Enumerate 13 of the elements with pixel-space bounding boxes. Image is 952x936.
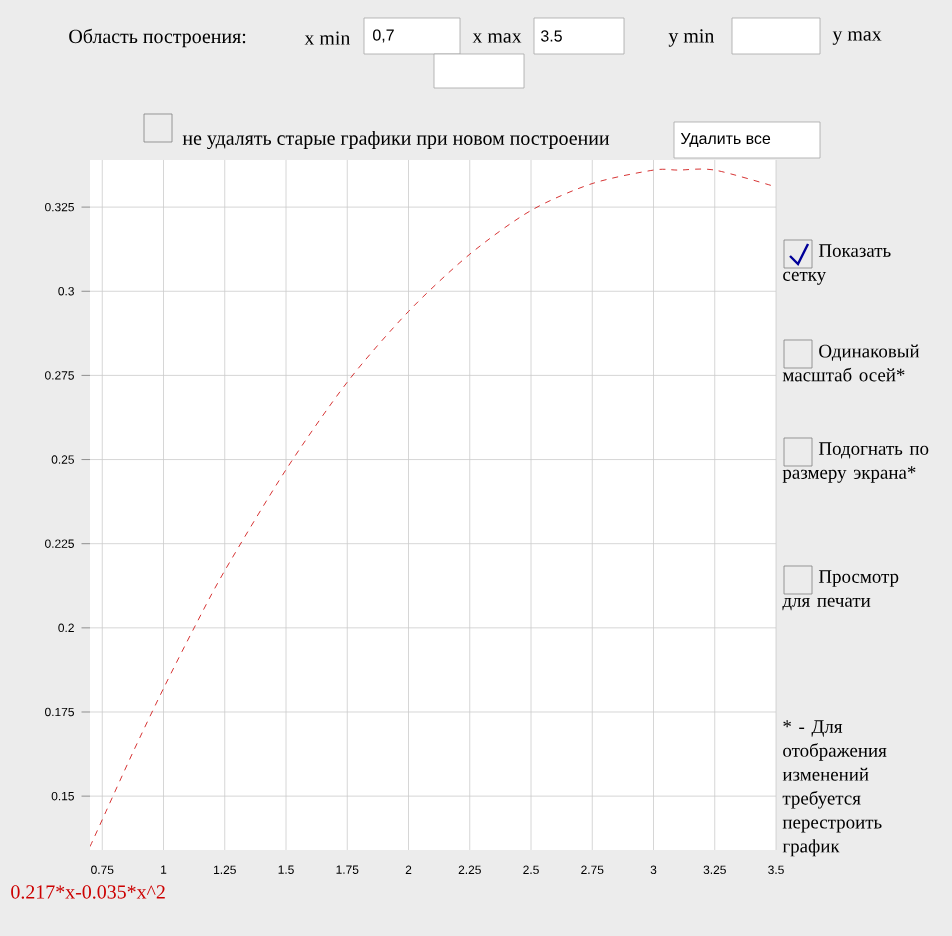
text: Подогнать по размеру экрана* <box>782 442 929 483</box>
text: x min <box>304 31 351 45</box>
text: y max <box>832 31 882 45</box>
text: Область построения: <box>69 28 246 48</box>
text: 0.217*x-0.035*x^2 <box>11 885 165 899</box>
text: не удалять старые графики при новом построении <box>182 130 610 150</box>
line-series <box>90 168 777 848</box>
text: x max <box>472 33 522 43</box>
text: Одинаковый масштаб осей* <box>782 344 920 382</box>
text: y min <box>668 29 715 47</box>
text: Показать сетку <box>783 244 891 285</box>
text: Просмотр для печати <box>782 570 899 611</box>
text: * - Для отображения изменений требуется перестроить график <box>782 720 887 857</box>
